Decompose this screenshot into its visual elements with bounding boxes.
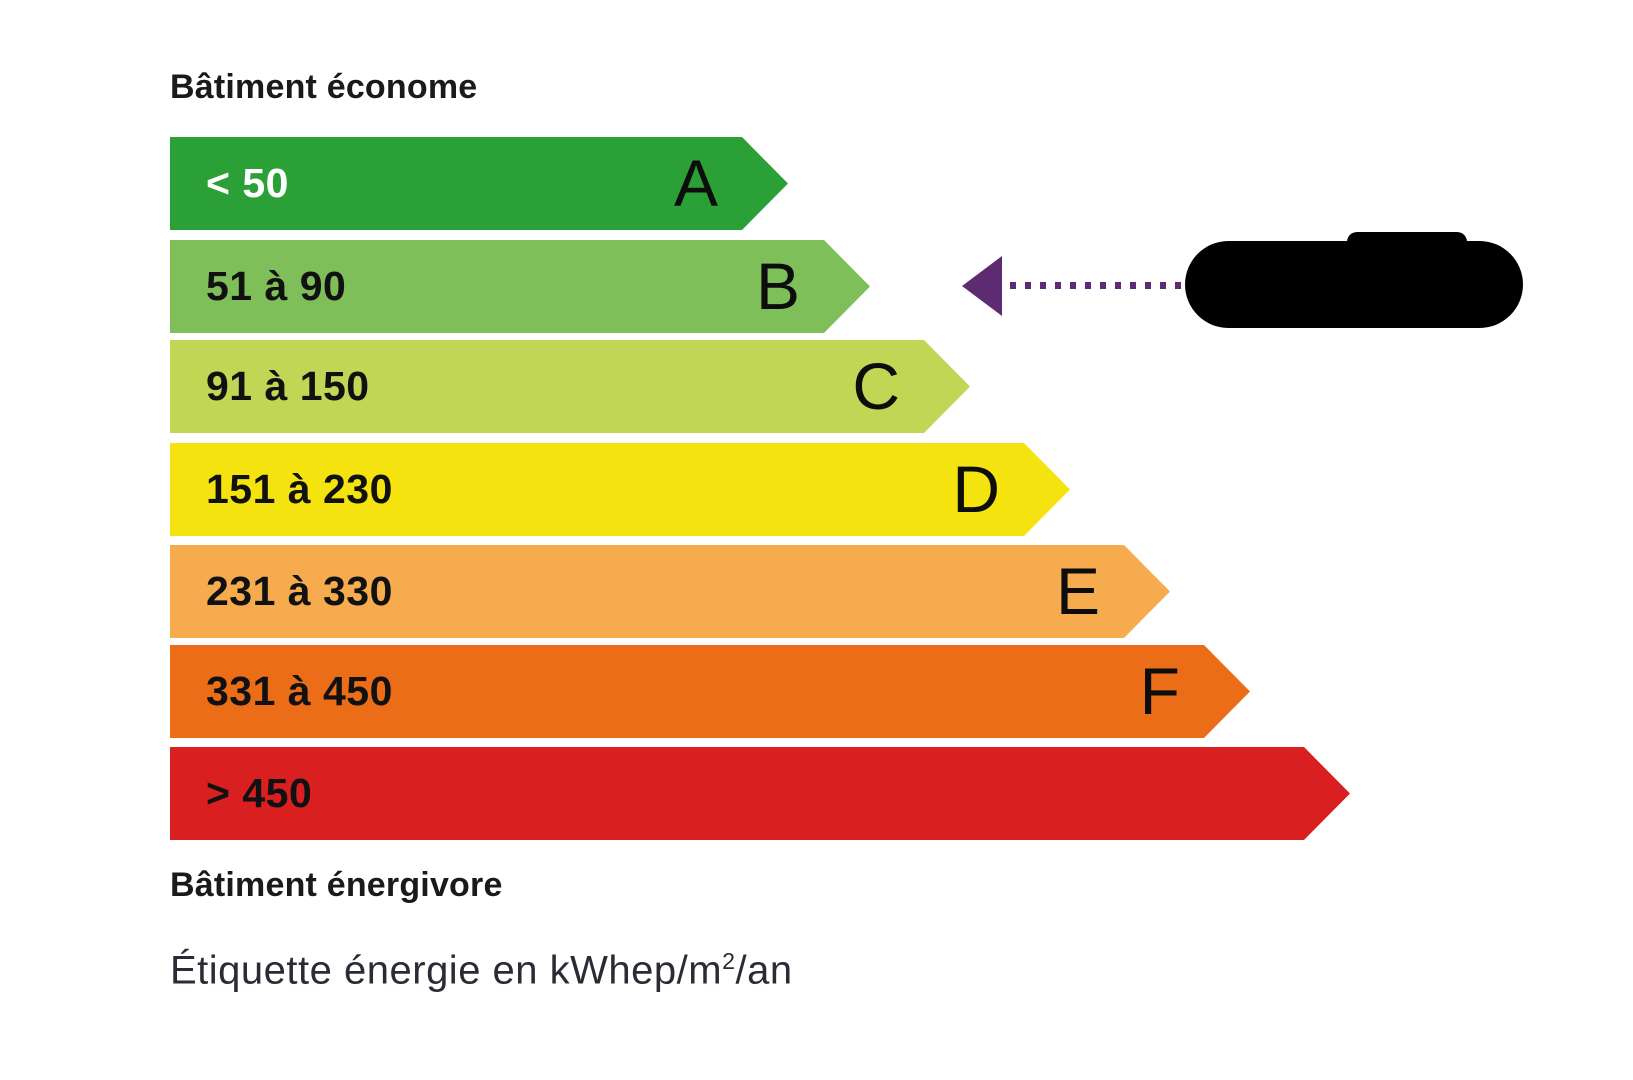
energy-class-bar-shape	[170, 137, 788, 230]
energy-unit-caption: Étiquette énergie en kWhep/m2/an	[170, 948, 793, 993]
energy-class-range-e: 231 à 330	[206, 568, 393, 614]
energy-class-range-g: > 450	[206, 770, 313, 816]
energy-unit-caption-suffix: /an	[735, 948, 793, 993]
energy-unit-caption-prefix: Étiquette énergie en kWhep/m	[170, 948, 723, 993]
energy-class-range-b: 51 à 90	[206, 263, 347, 309]
energy-class-bar-shape	[170, 240, 870, 333]
energy-class-bar-shape	[170, 545, 1170, 638]
energy-class-letter-f: F	[1139, 654, 1180, 728]
energy-class-range-f: 331 à 450	[206, 668, 393, 714]
rating-pointer-triangle-icon	[962, 256, 1002, 316]
energy-class-bar-a: < 50 A	[170, 137, 788, 230]
energy-class-bar-shape	[170, 645, 1250, 738]
energy-class-range-a: < 50	[206, 160, 289, 206]
energy-class-bar-c: 91 à 150 C	[170, 340, 970, 433]
energy-class-range-c: 91 à 150	[206, 363, 370, 409]
energy-class-letter-d: D	[952, 452, 1000, 526]
energy-class-bar-f: 331 à 450 F	[170, 645, 1250, 738]
energy-class-bar-e: 231 à 330 E	[170, 545, 1170, 638]
rating-leader-dotted-line	[1010, 282, 1190, 289]
energy-class-bar-shape	[170, 443, 1070, 536]
energy-class-bar-shape	[170, 747, 1350, 840]
energy-class-range-d: 151 à 230	[206, 466, 393, 512]
energy-class-letter-a: A	[673, 146, 718, 220]
energy-class-letter-c: C	[852, 349, 900, 423]
energy-class-bar-shape	[170, 340, 970, 433]
energy-class-bar-g: > 450	[170, 747, 1350, 840]
energy-unit-caption-exponent: 2	[722, 948, 736, 974]
redacted-rating-value	[1185, 232, 1523, 328]
energy-hungry-building-caption: Bâtiment énergivore	[170, 866, 503, 904]
energy-class-letter-e: E	[1055, 554, 1100, 628]
energy-class-letter-b: B	[755, 249, 800, 323]
energy-class-bar-d: 151 à 230 D	[170, 443, 1070, 536]
energy-class-bar-b: 51 à 90 B	[170, 240, 870, 333]
economical-building-caption: Bâtiment économe	[170, 68, 478, 106]
